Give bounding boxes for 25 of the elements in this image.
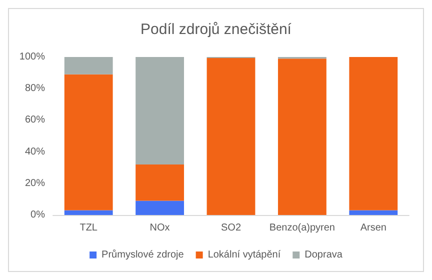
bar: [136, 57, 184, 164]
bar: [64, 57, 113, 74]
bar: [136, 164, 184, 201]
y-tick-label: 0%: [30, 210, 46, 220]
bar: [349, 210, 398, 215]
y-tick-label: 60%: [24, 114, 46, 126]
y-tick-label: 20%: [24, 178, 46, 189]
legend-label: Lokální vytápění: [208, 250, 281, 260]
chart-title: Podíl zdrojů znečištění: [140, 21, 292, 38]
bar: [64, 74, 113, 210]
x-tick-label: Benzo(a)pyren: [269, 222, 335, 234]
bar: [64, 210, 113, 215]
x-tick-label: NOx: [150, 222, 170, 234]
bar: [136, 200, 184, 215]
x-tick-label: SO2: [220, 222, 242, 234]
x-tick-label: TZL: [80, 222, 98, 234]
y-tick-label: 100%: [19, 52, 46, 62]
legend-label: Průmyslové zdroje: [102, 248, 184, 260]
bar: [278, 58, 326, 215]
bar: [206, 58, 256, 215]
bar: [349, 57, 398, 210]
y-tick-label: 80%: [24, 83, 46, 94]
x-tick-label: Arsen: [360, 222, 386, 234]
y-tick-label: 40%: [24, 146, 46, 158]
legend-label: Doprava: [304, 250, 343, 260]
